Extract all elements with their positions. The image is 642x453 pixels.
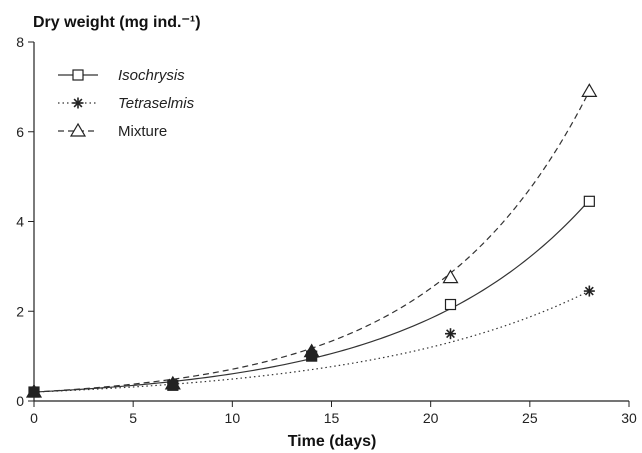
legend-label: Tetraselmis: [118, 95, 195, 112]
point-mixture: [581, 83, 598, 97]
y-axis-ticks: 0 2 4 6 8: [16, 34, 34, 409]
curve-tetraselmis: [33, 290, 590, 393]
x-tick-label: 15: [324, 410, 340, 426]
legend-label: Isochrysis: [118, 67, 185, 84]
x-axis-title: Time (days): [288, 433, 377, 450]
x-tick-label: 0: [30, 410, 38, 426]
x-tick-label: 25: [522, 410, 538, 426]
legend-marker: [72, 69, 84, 81]
point-mixture: [25, 383, 43, 398]
point-tetraselmis: [583, 285, 595, 297]
x-tick-label: 10: [225, 410, 241, 426]
point-isochrysis: [583, 195, 595, 207]
y-tick-label: 6: [16, 124, 24, 140]
y-tick-label: 0: [16, 393, 24, 409]
legend: Isochrysis Tetraselmis Mixture: [58, 67, 195, 140]
x-axis-ticks: 0 5 10 15 20 25 30: [30, 401, 637, 426]
curve-isochrysis: [33, 199, 590, 393]
x-tick-label: 5: [129, 410, 137, 426]
y-tick-label: 4: [16, 214, 24, 230]
x-tick-label: 30: [621, 410, 637, 426]
point-mixture: [164, 375, 181, 390]
y-tick-label: 2: [16, 303, 24, 319]
legend-marker: [69, 122, 87, 137]
data-points: [25, 83, 598, 398]
y-tick-label: 8: [16, 34, 24, 50]
point-tetraselmis: [445, 328, 456, 340]
y-axis-title: Dry weight (mg ind.⁻¹): [33, 14, 201, 31]
legend-label: Mixture: [118, 123, 167, 140]
point-mixture: [442, 269, 459, 284]
point-isochrysis: [444, 298, 457, 311]
x-tick-label: 20: [423, 410, 439, 426]
legend-marker: [72, 97, 84, 109]
point-mixture: [303, 343, 320, 358]
